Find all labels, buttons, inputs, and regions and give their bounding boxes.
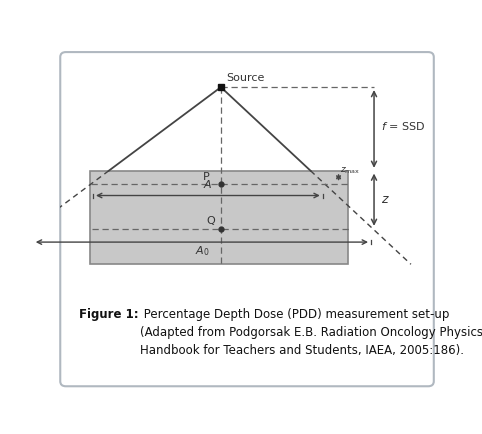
Text: $z_\mathrm{max}$: $z_\mathrm{max}$	[340, 165, 361, 176]
Text: $A_0$: $A_0$	[195, 244, 209, 257]
Bar	[90, 171, 348, 264]
Text: Q: Q	[206, 216, 215, 226]
Text: $z$: $z$	[381, 193, 389, 206]
Text: $f$ = SSD: $f$ = SSD	[381, 120, 425, 132]
FancyBboxPatch shape	[60, 52, 434, 386]
Text: $A$: $A$	[203, 178, 213, 191]
Text: Figure 1:: Figure 1:	[79, 308, 138, 321]
Text: Percentage Depth Dose (PDD) measurement set-up
(Adapted from Podgorsak E.B. Radi: Percentage Depth Dose (PDD) measurement …	[140, 308, 482, 357]
Text: P: P	[203, 172, 210, 182]
Text: Source: Source	[227, 73, 265, 83]
